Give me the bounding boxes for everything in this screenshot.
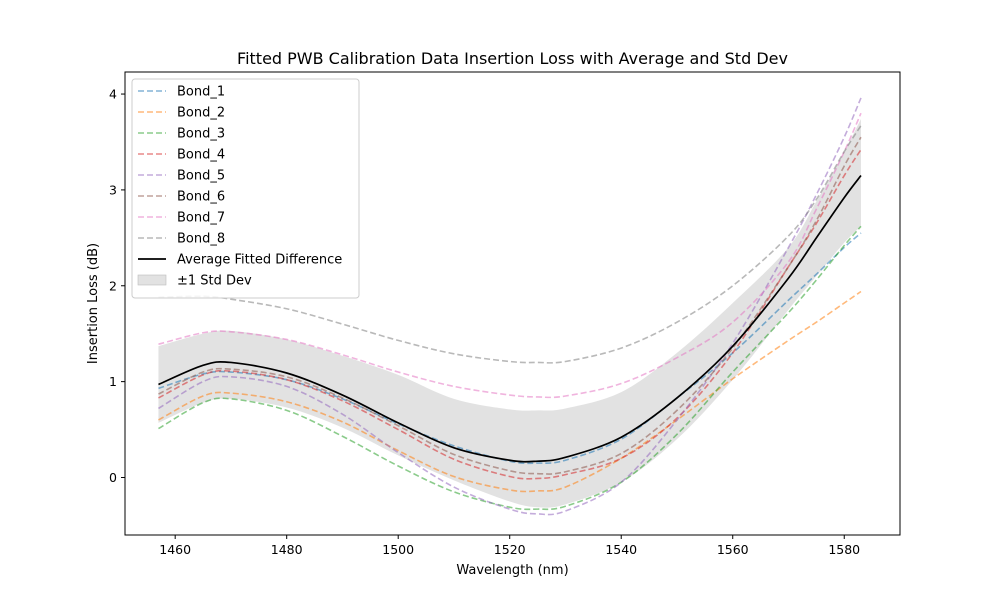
- legend: Bond_1 Bond_2 Bond_3 Bond_4 Bond_5 Bond_6 Bond…: [131, 78, 360, 299]
- chart-title: Fitted PWB Calibration Data Insertion Lo…: [237, 49, 788, 68]
- y-tick-label: 1: [109, 374, 117, 389]
- x-tick-label: 1580: [828, 542, 860, 557]
- x-tick-label: 1480: [271, 542, 303, 557]
- legend-label-band: ±1 Std Dev: [177, 274, 252, 289]
- legend-label-7: Bond_7: [177, 211, 225, 226]
- legend-label-6: Bond_6: [177, 190, 225, 205]
- series-line-7: [158, 112, 862, 399]
- series-line-5: [158, 97, 862, 516]
- series-line-8: [158, 125, 862, 364]
- y-axis-label: Insertion Loss (dB): [86, 243, 101, 364]
- plot-frame: [124, 71, 901, 536]
- series-line-6: [158, 136, 862, 475]
- legend-label-2: Bond_2: [177, 106, 225, 121]
- x-axis-label: Wavelength (nm): [456, 563, 568, 578]
- legend-label-3: Bond_3: [177, 127, 225, 142]
- legend-label-9: Average Fitted Difference: [177, 253, 342, 268]
- series-line-9: [158, 175, 862, 463]
- legend-label-4: Bond_4: [177, 148, 225, 163]
- legend-label-8: Bond_8: [177, 232, 225, 247]
- legend-swatch-band: [137, 274, 167, 286]
- x-tick-label: 1520: [494, 542, 526, 557]
- x-tick-label: 1540: [605, 542, 637, 557]
- series-line-3: [158, 225, 862, 511]
- legend-label-5: Bond_5: [177, 169, 225, 184]
- legend-box: [131, 78, 360, 299]
- x-tick-label: 1460: [159, 542, 191, 557]
- y-tick-label: 4: [109, 87, 117, 102]
- axes: 1460 1480 1500 1520 1540 1560 1580 0 1 2 3 4: [109, 87, 860, 557]
- y-tick-label: 0: [109, 470, 117, 485]
- x-tick-label: 1560: [717, 542, 749, 557]
- std-dev-band: [158, 118, 861, 508]
- y-tick-label: 2: [109, 278, 117, 293]
- series-line-2: [158, 290, 862, 493]
- y-tick-label: 3: [109, 182, 117, 197]
- plot-area: [158, 97, 862, 516]
- x-tick-label: 1500: [382, 542, 414, 557]
- legend-label-1: Bond_1: [177, 85, 225, 100]
